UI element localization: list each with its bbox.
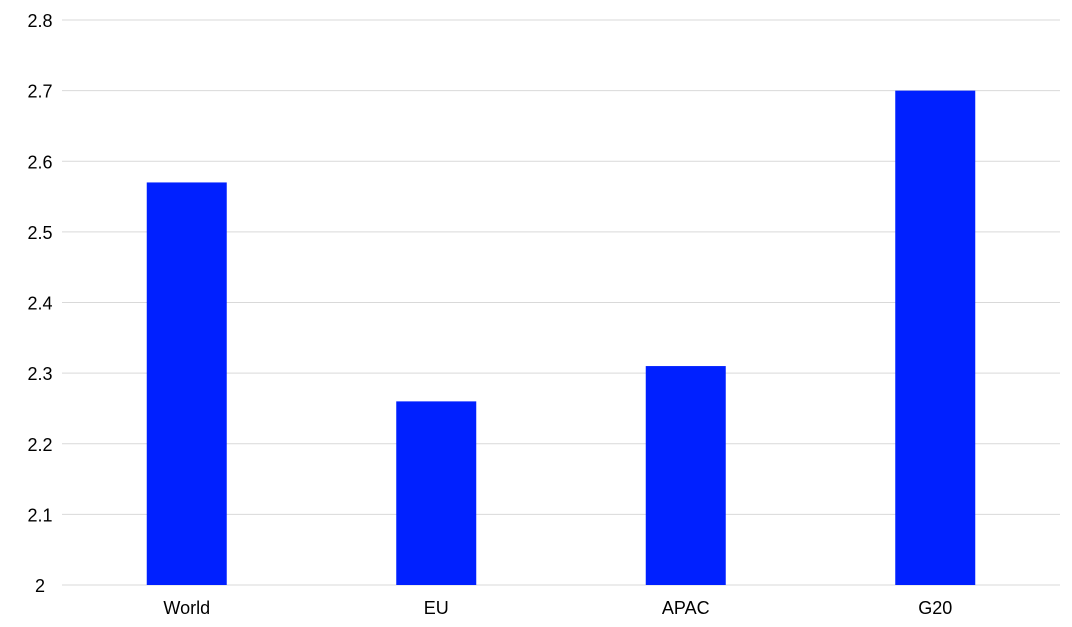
x-tick-label-apac: APAC xyxy=(662,598,710,618)
x-tick-label-g20: G20 xyxy=(918,598,952,618)
y-tick-label: 2.8 xyxy=(27,11,52,31)
y-tick-label: 2.1 xyxy=(27,505,52,525)
y-tick-label: 2.6 xyxy=(27,152,52,172)
y-tick-label: 2.5 xyxy=(27,223,52,243)
bars xyxy=(146,90,976,585)
bar-apac xyxy=(645,366,726,585)
y-tick-label: 2 xyxy=(35,576,45,596)
x-tick-label-world: World xyxy=(163,598,210,618)
bar-world xyxy=(146,182,227,585)
y-axis-tick-labels: 2 2.1 2.2 2.3 2.4 2.5 2.6 2.7 2.8 xyxy=(27,11,52,596)
gridlines xyxy=(62,19,1060,586)
bar-eu xyxy=(396,401,477,585)
y-tick-label: 2.4 xyxy=(27,294,52,314)
y-tick-label: 2.7 xyxy=(27,82,52,102)
y-tick-label: 2.2 xyxy=(27,435,52,455)
y-tick-label: 2.3 xyxy=(27,364,52,384)
bar-g20 xyxy=(895,90,976,585)
x-axis-tick-labels: World EU APAC G20 xyxy=(163,598,952,618)
x-tick-label-eu: EU xyxy=(424,598,449,618)
